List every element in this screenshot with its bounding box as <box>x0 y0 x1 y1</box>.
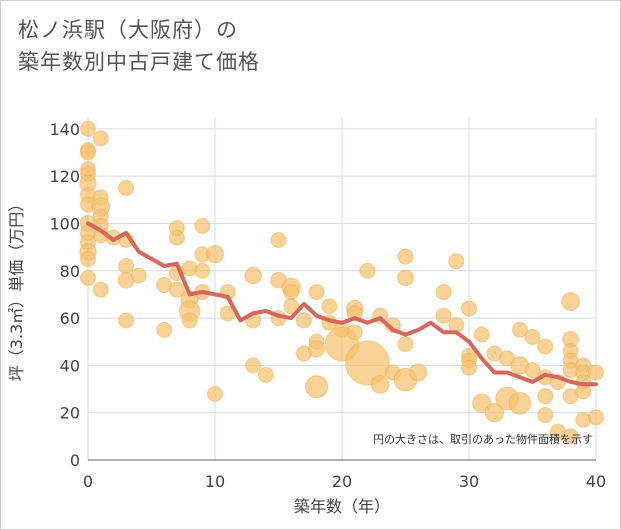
data-bubble <box>270 232 287 249</box>
data-bubble <box>537 407 554 424</box>
y-axis-ticks: 0 20 40 60 80 100 120 140 <box>49 120 80 470</box>
data-bubble <box>537 338 554 355</box>
data-bubble <box>283 284 300 301</box>
y-axis-label: 坪（3.3㎡）単価（万円） <box>7 196 26 381</box>
data-bubble <box>80 144 96 161</box>
data-bubble <box>345 340 390 386</box>
data-bubble <box>308 284 325 301</box>
x-tick-label: 30 <box>459 472 479 491</box>
y-tick-label: 100 <box>49 214 80 233</box>
data-bubble <box>257 366 274 383</box>
data-bubble <box>92 281 109 298</box>
data-bubble <box>92 130 109 147</box>
data-bubble <box>435 307 452 324</box>
data-bubble <box>80 250 96 267</box>
y-tick-label: 20 <box>60 404 80 423</box>
chart-title-line-1: 松ノ浜駅（大阪府）の <box>18 18 238 42</box>
data-bubble <box>346 324 363 341</box>
x-tick-label: 0 <box>83 472 93 491</box>
data-bubble <box>435 284 452 301</box>
data-bubble <box>205 245 225 264</box>
x-tick-label: 40 <box>586 472 606 491</box>
data-bubble <box>562 428 579 445</box>
x-axis-label: 築年数（年） <box>294 497 390 516</box>
data-bubble <box>207 385 223 402</box>
data-bubble <box>448 253 465 270</box>
data-bubble <box>168 281 185 298</box>
y-tick-label: 0 <box>70 451 80 470</box>
data-bubble <box>80 120 96 137</box>
average-price-line <box>86 221 598 387</box>
data-bubble <box>524 328 541 345</box>
data-bubble <box>118 258 135 275</box>
x-axis-ticks: 0 10 20 30 40 <box>83 472 606 491</box>
y-tick-label: 60 <box>60 309 80 328</box>
data-bubble <box>409 363 428 382</box>
data-bubble <box>397 336 414 353</box>
x-tick-label: 20 <box>332 472 352 491</box>
data-bubble <box>283 298 300 315</box>
y-tick-label: 80 <box>60 262 80 281</box>
data-bubble <box>473 326 490 343</box>
y-tick-label: 140 <box>49 120 80 139</box>
data-bubble <box>245 357 262 374</box>
chart-title: 松ノ浜駅（大阪府）の 築年数別中古戸建て価格 <box>18 14 260 78</box>
data-bubble <box>397 269 414 287</box>
y-tick-label: 120 <box>49 167 80 186</box>
data-bubble <box>156 321 173 338</box>
data-bubble <box>130 267 147 284</box>
bubble-size-note: 円の大きさは、取引のあった物件面積を示す <box>373 432 593 446</box>
data-bubble <box>305 375 329 399</box>
data-bubble <box>370 374 390 394</box>
data-bubble <box>295 312 312 329</box>
data-bubble <box>244 266 262 285</box>
data-bubble <box>511 321 528 338</box>
x-tick-label: 10 <box>205 472 225 491</box>
trend-line-layer <box>86 221 598 387</box>
data-bubble <box>118 312 135 329</box>
data-bubble <box>524 362 541 379</box>
data-bubble <box>561 292 580 311</box>
data-bubble <box>346 305 363 322</box>
y-tick-label: 40 <box>60 356 80 375</box>
data-bubble <box>508 391 532 415</box>
data-bubble <box>461 359 477 376</box>
data-bubble <box>181 312 198 329</box>
data-bubble <box>80 269 96 286</box>
data-bubble <box>307 340 326 358</box>
data-bubble <box>168 229 185 246</box>
chart-title-line-2: 築年数別中古戸建て価格 <box>18 50 260 74</box>
data-bubble <box>321 298 338 315</box>
data-bubble <box>588 409 604 426</box>
data-bubble <box>397 248 414 265</box>
data-bubble <box>359 262 376 279</box>
data-bubble <box>484 402 505 423</box>
data-bubble <box>194 217 211 234</box>
data-bubble <box>588 364 604 381</box>
data-bubble <box>537 388 554 405</box>
data-bubble <box>461 300 477 317</box>
data-bubble <box>118 179 135 196</box>
data-bubble <box>194 262 211 279</box>
